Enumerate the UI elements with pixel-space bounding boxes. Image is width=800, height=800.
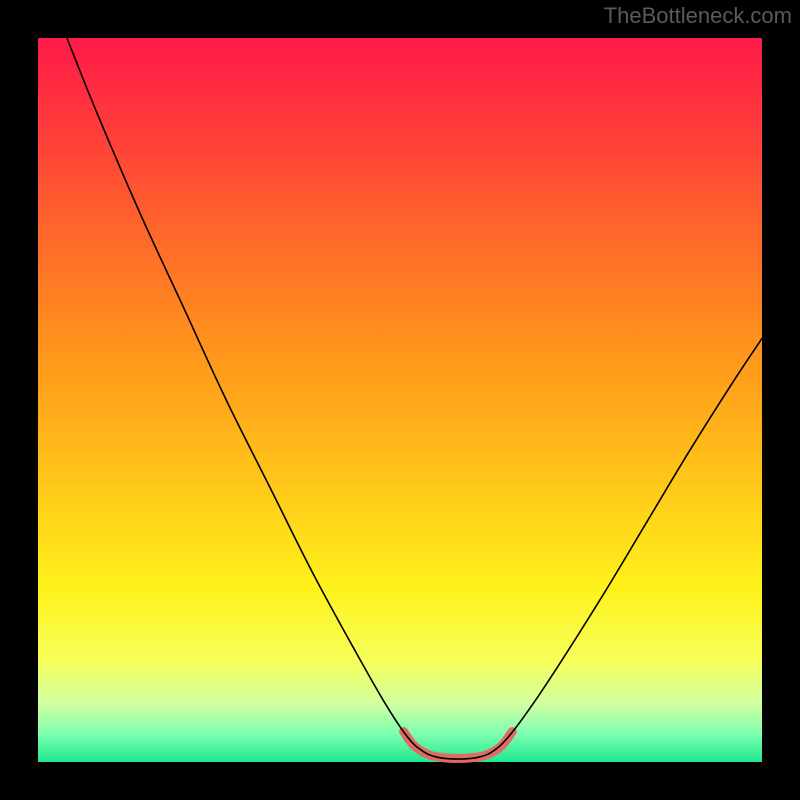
bottleneck-chart: [0, 0, 800, 800]
watermark-text: TheBottleneck.com: [604, 3, 792, 29]
plot-background: [38, 38, 762, 762]
chart-stage: TheBottleneck.com: [0, 0, 800, 800]
